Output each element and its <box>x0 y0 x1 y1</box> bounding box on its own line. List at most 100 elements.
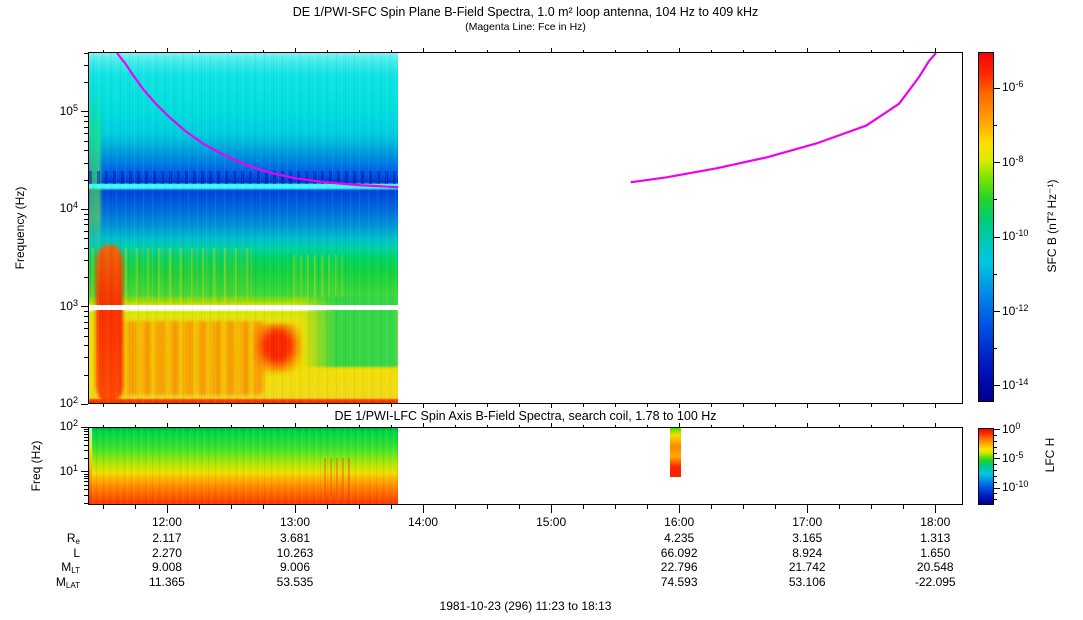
panel-edge-tick <box>551 48 553 52</box>
panel-edge-tick <box>647 404 649 407</box>
panel-edge-tick <box>743 49 745 52</box>
panel-edge-tick <box>263 49 264 52</box>
y-axis-minor-tick <box>84 429 88 431</box>
colorbar-tick <box>994 435 997 437</box>
y-axis-minor-tick <box>84 489 88 491</box>
x-axis-tick <box>775 505 777 509</box>
panel-edge-tick <box>134 424 136 427</box>
panel-edge-tick <box>423 423 425 427</box>
panel-edge-tick <box>903 49 905 52</box>
ephemeris-value: 66.092 <box>660 545 698 560</box>
y-axis-major-tick <box>81 306 88 308</box>
colorbar-tick <box>994 499 997 501</box>
ephemeris-value: 20.548 <box>916 560 954 574</box>
y-axis-minor-tick <box>84 65 88 67</box>
ephemeris-value: 53.106 <box>788 574 826 589</box>
panel-edge-tick <box>711 404 713 407</box>
y-axis-minor-tick <box>84 345 88 347</box>
y-axis-minor-tick <box>84 328 88 330</box>
x-axis-tick <box>679 505 681 513</box>
y-axis-minor-tick <box>84 150 88 152</box>
x-axis-tick <box>423 505 425 513</box>
ephemeris-value: 21.742 <box>788 560 826 574</box>
sfc-colorbar <box>978 52 994 402</box>
spectrogram-texture <box>89 428 399 504</box>
panel-edge-tick <box>935 423 937 427</box>
ephemeris-value: 53.535 <box>276 574 314 589</box>
y-axis-minor-tick <box>84 140 88 142</box>
lfc-colorbar-label: LFC H <box>1043 437 1057 473</box>
panel-edge-tick <box>230 49 232 52</box>
x-axis-hour-label: 12:00 <box>151 515 182 529</box>
panel-edge-tick <box>615 404 617 407</box>
x-axis-tick <box>839 505 841 509</box>
x-axis-tick <box>166 505 168 513</box>
ephemeris-row-label: MLT <box>61 560 80 575</box>
panel-edge-tick <box>230 404 232 407</box>
x-axis-tick <box>583 505 585 509</box>
y-axis-major-tick <box>81 426 88 428</box>
x-axis-tick <box>551 505 553 513</box>
y-axis-minor-tick <box>84 133 88 135</box>
panel-edge-tick <box>327 49 329 52</box>
colorbar-tick <box>994 124 997 126</box>
panel-edge-tick <box>807 48 809 52</box>
colorbar-tick <box>994 162 1000 164</box>
ephemeris-value: 11.365 <box>149 574 185 589</box>
panel-edge-tick <box>903 404 905 407</box>
ephemeris-value: 2.270 <box>151 545 182 560</box>
x-axis-tick <box>711 505 713 509</box>
x-axis-tick <box>102 505 104 509</box>
panel-edge-tick <box>391 404 393 407</box>
x-axis-tick <box>455 505 457 509</box>
colorbar-tick-label: 10-10 <box>1002 479 1029 495</box>
y-axis-minor-tick <box>84 310 88 312</box>
x-axis-tick <box>327 505 329 509</box>
colorbar-tick-label: 10-12 <box>1002 302 1029 318</box>
colorbar-tick <box>994 385 1000 387</box>
colorbar-tick <box>994 236 1000 238</box>
y-axis-minor-tick <box>84 247 88 249</box>
colorbar-tick-label: 10-8 <box>1002 153 1024 169</box>
panel-edge-tick <box>198 424 200 427</box>
panel-edge-tick <box>423 48 425 52</box>
x-axis-hour-label: 16:00 <box>664 515 695 529</box>
colorbar-tick <box>994 440 997 442</box>
panel-edge-tick <box>711 424 713 427</box>
panel-edge-tick <box>519 404 521 407</box>
x-axis-tick <box>391 505 393 509</box>
ephemeris-value: -22.095 <box>914 574 956 589</box>
y-axis-minor-tick <box>84 440 88 442</box>
lfc-spectrogram-panel <box>88 427 963 505</box>
y-axis-minor-tick <box>84 433 88 435</box>
spectral-feature-red-streaks <box>324 458 352 504</box>
y-axis-minor-tick <box>84 126 88 128</box>
panel-edge-tick <box>679 48 681 52</box>
ephemeris-value: 9.006 <box>279 560 311 574</box>
colorbar-tick-label: 10-10 <box>1002 228 1029 244</box>
y-axis-major-tick <box>81 111 88 113</box>
y-axis-minor-tick <box>84 485 88 486</box>
colorbar-tick <box>994 273 997 275</box>
panel-edge-tick <box>807 423 809 427</box>
panel-edge-tick <box>519 424 521 427</box>
colorbar-tick <box>994 481 997 483</box>
x-axis-tick <box>903 505 905 509</box>
x-axis-tick <box>230 505 232 509</box>
colorbar-tick-label: 10-14 <box>1002 376 1029 392</box>
panel-edge-tick <box>871 404 873 407</box>
panel-edge-tick <box>487 49 489 52</box>
panel-edge-tick <box>391 424 393 427</box>
y-axis-minor-tick <box>84 224 88 226</box>
colorbar-tick <box>994 464 997 466</box>
y-axis-minor-tick <box>84 473 88 475</box>
panel-edge-tick <box>519 49 521 52</box>
panel-edge-tick <box>455 424 457 427</box>
y-axis-minor-tick <box>84 431 88 433</box>
panel-edge-tick <box>583 49 585 52</box>
x-axis-tick <box>743 505 745 509</box>
panel-edge-tick <box>423 404 425 408</box>
y-axis-minor-tick <box>84 179 88 181</box>
x-axis-tick <box>134 505 136 509</box>
